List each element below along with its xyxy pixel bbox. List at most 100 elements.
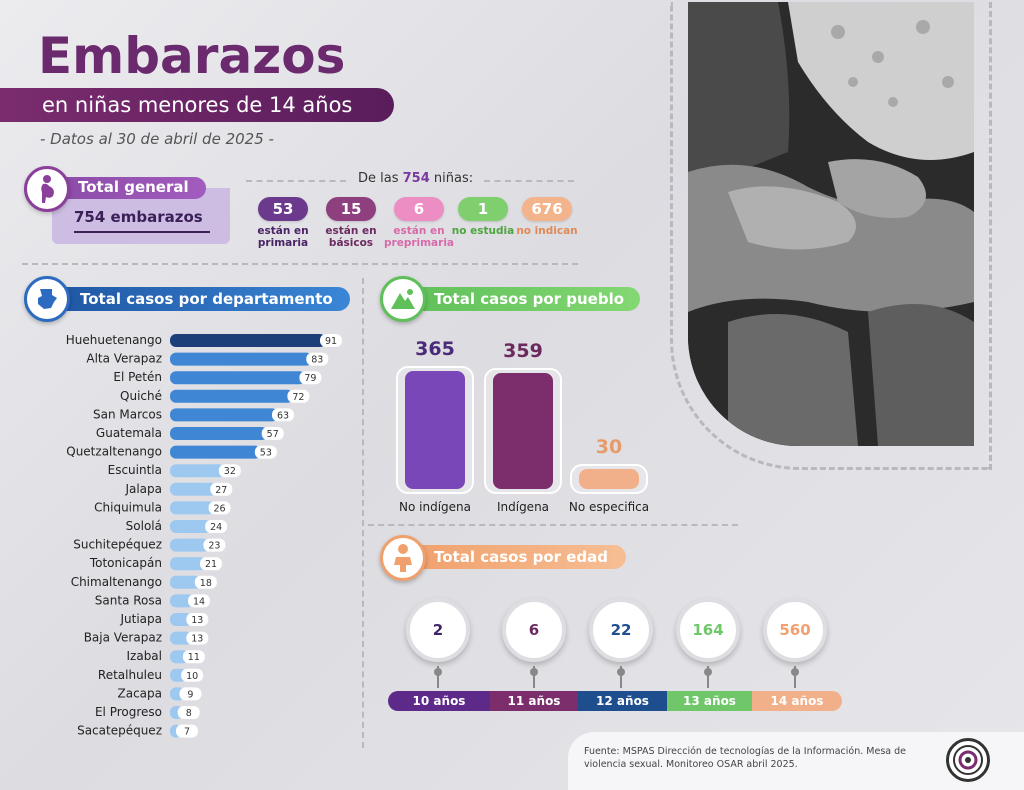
dept-value-badge <box>218 464 241 478</box>
pueblo-label: No indígena <box>399 500 471 514</box>
dept-bar <box>170 427 268 440</box>
dept-value: 57 <box>267 429 279 440</box>
dept-value: 14 <box>193 596 205 607</box>
dept-value-badge <box>254 445 277 459</box>
age-value-circle: 2 <box>406 598 470 662</box>
age-connector <box>707 666 709 688</box>
pueblo-bar <box>579 469 639 489</box>
dept-label: Sacatepéquez <box>77 724 162 738</box>
pueblo-label: No especifica <box>568 500 650 514</box>
dept-label: Huehuetenango <box>66 333 162 347</box>
age-connector <box>437 666 439 688</box>
education-count-pill: 1 <box>458 197 508 221</box>
pueblo-pill <box>404 287 640 311</box>
girl-icon <box>380 535 426 581</box>
divider <box>368 524 738 526</box>
hands-photo <box>688 2 974 446</box>
education-intro-prefix: De las <box>358 171 399 186</box>
age-label-segment: 11 años <box>490 691 578 711</box>
dept-label: Retalhuleu <box>98 668 162 682</box>
education-count-pill: 676 <box>522 197 572 221</box>
dept-value-badge <box>176 724 198 738</box>
dept-label: Totonicapán <box>89 556 162 570</box>
dept-value: 9 <box>187 689 193 700</box>
dept-label: El Petén <box>113 370 162 384</box>
dept-value: 10 <box>186 671 198 682</box>
dept-bar <box>170 408 278 422</box>
dept-value-badge <box>186 613 209 626</box>
dept-value: 83 <box>311 355 323 366</box>
dept-label: Izabal <box>127 649 163 663</box>
dept-bar <box>170 631 193 645</box>
age-connector-dot <box>530 668 538 676</box>
total-general-underline <box>74 231 210 233</box>
divider <box>246 180 346 182</box>
education-intro-number: 754 <box>402 171 430 186</box>
dept-label: Guatemala <box>96 426 162 440</box>
dept-label: Escuintla <box>108 463 162 477</box>
education-count-label: están en preprimaria <box>384 225 454 249</box>
dept-value: 63 <box>277 410 289 421</box>
date-line: - Datos al 30 de abril de 2025 - <box>40 130 274 148</box>
dept-value: 8 <box>186 708 192 719</box>
pueblo-title: Total casos por pueblo <box>434 290 625 308</box>
dept-bar <box>170 557 206 571</box>
dept-value-badge <box>177 706 200 719</box>
total-general-pill <box>60 177 206 199</box>
dept-bar <box>170 613 193 626</box>
age-label-segment: 14 años <box>752 691 842 711</box>
dept-value: 53 <box>260 448 272 459</box>
dept-label: Suchitepéquez <box>73 538 162 552</box>
dept-value: 13 <box>191 615 203 626</box>
age-value-circle: 22 <box>589 598 653 662</box>
dept-label: Alta Verapaz <box>86 352 162 366</box>
age-connector-dot <box>434 668 442 676</box>
total-general-value: 754 embarazos <box>74 208 203 226</box>
age-label-segment: 10 años <box>388 691 490 711</box>
photo-dashed-frame <box>670 2 992 470</box>
dept-value-badge <box>205 520 228 533</box>
education-count-label: no indican <box>516 225 578 237</box>
dept-bar <box>170 389 294 403</box>
pueblo-value: 359 <box>503 339 543 362</box>
dept-value: 7 <box>184 727 190 738</box>
dept-value: 72 <box>292 392 304 403</box>
dept-value: 79 <box>304 373 316 384</box>
dept-value-badge <box>306 352 329 366</box>
guatemala-map-icon <box>24 276 70 322</box>
dept-value-badge <box>200 557 222 571</box>
age-connector <box>794 666 796 688</box>
age-value-circle: 560 <box>763 598 827 662</box>
age-value-circle: 164 <box>676 598 740 662</box>
edad-title: Total casos por edad <box>434 548 609 566</box>
age-label-segment: 13 años <box>667 691 752 711</box>
pregnant-icon <box>24 166 70 212</box>
dept-label: Quiché <box>120 389 162 403</box>
dept-label: Jutiapa <box>119 612 162 626</box>
dept-value-badge <box>208 501 231 515</box>
dept-value-badge <box>210 482 233 496</box>
age-value-circle: 6 <box>502 598 566 662</box>
dept-label: El Progreso <box>95 705 162 719</box>
subtitle-bar <box>0 88 394 122</box>
dept-value-badge <box>181 668 204 682</box>
dept-bar <box>170 464 225 478</box>
dept-bar <box>170 575 201 589</box>
dept-label: Chiquimula <box>94 500 162 514</box>
edad-pill <box>404 545 626 569</box>
total-general-label: Total general <box>78 178 189 196</box>
dept-value-badge <box>203 538 226 552</box>
dept-value-badge <box>261 427 284 440</box>
mountain-icon <box>380 276 426 322</box>
dept-label: Chimaltenango <box>71 575 162 589</box>
age-label-segment: 12 años <box>578 691 667 711</box>
departamento-pill <box>50 287 350 311</box>
pueblo-value: 30 <box>595 436 623 458</box>
dept-label: Jalapa <box>124 482 162 496</box>
dept-label: Sololá <box>126 519 162 533</box>
osar-seal-icon <box>946 738 990 782</box>
pueblo-value: 365 <box>415 338 455 360</box>
divider <box>484 180 574 182</box>
dept-value-badge <box>299 371 322 385</box>
dept-value: 26 <box>214 503 226 514</box>
